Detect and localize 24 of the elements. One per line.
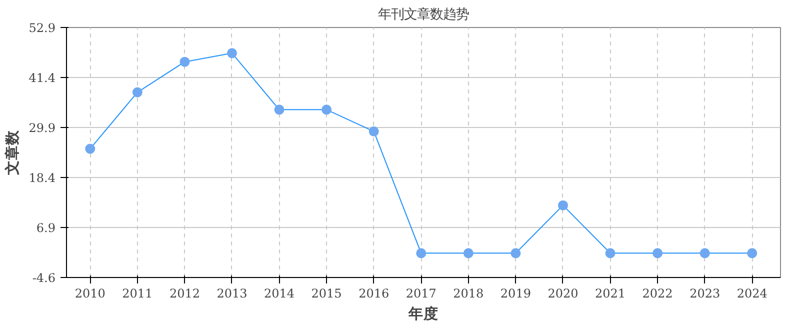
x-tick-label: 2012 [169, 286, 200, 300]
x-axis-title: 年度 [408, 304, 438, 322]
y-tick-label: 18.4 [28, 171, 56, 185]
x-tick-label: 2023 [690, 286, 720, 300]
y-tick-label: 52.9 [28, 21, 56, 35]
x-tick-label: 2011 [122, 286, 153, 300]
y-tick-label: 29.9 [28, 121, 56, 135]
x-tick-label: 2020 [548, 286, 578, 300]
x-tick-label: 2015 [311, 286, 342, 300]
x-tick-label: 2014 [264, 286, 295, 300]
x-tick-label: 2018 [453, 286, 484, 300]
x-tick-label: 2021 [595, 286, 626, 300]
y-tick-label: -4.6 [32, 271, 56, 285]
x-tick-label: 2013 [216, 286, 248, 300]
chart-title: 年刊文章数趋势 [378, 8, 469, 22]
x-tick-label: 2024 [736, 286, 768, 300]
x-tick-label: 2010 [74, 286, 106, 300]
y-axis-title: 文章数 [2, 129, 21, 176]
x-tick-label: 2019 [500, 286, 531, 300]
y-tick-label: 6.9 [36, 221, 56, 235]
x-tick-label: 2022 [642, 286, 673, 300]
y-tick-label: 41.4 [28, 71, 56, 85]
x-tick-label: 2017 [406, 286, 436, 300]
x-tick-label: 2016 [358, 286, 390, 300]
